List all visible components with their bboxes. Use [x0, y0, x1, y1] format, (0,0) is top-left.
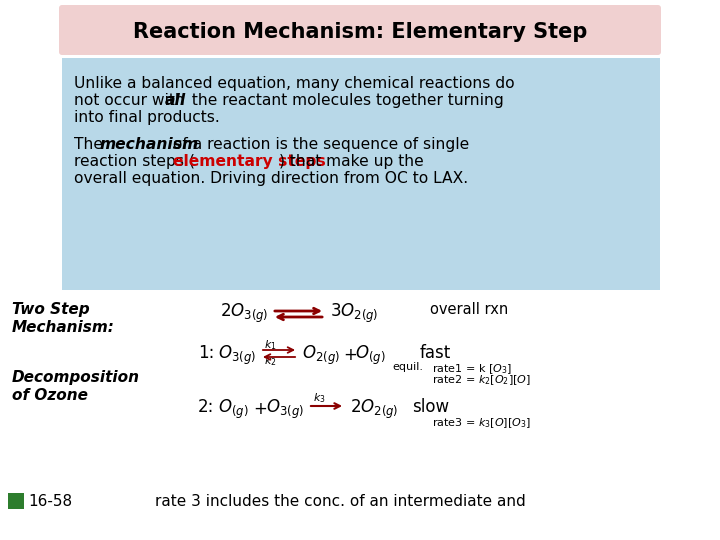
Text: $k_3$: $k_3$ [313, 391, 325, 405]
Text: Reaction Mechanism: Elementary Step: Reaction Mechanism: Elementary Step [132, 22, 588, 42]
Text: 16-58: 16-58 [28, 494, 72, 509]
Text: ) that make up the: ) that make up the [279, 154, 424, 169]
Text: rate2 = $k_2[O_2][O]$: rate2 = $k_2[O_2][O]$ [432, 373, 531, 387]
Text: $2O_{3(g)}$: $2O_{3(g)}$ [220, 302, 269, 325]
Text: $O_{(g)}$: $O_{(g)}$ [218, 398, 248, 421]
Text: equil.: equil. [392, 362, 423, 372]
Text: rate 3 includes the conc. of an intermediate and: rate 3 includes the conc. of an intermed… [155, 494, 526, 509]
Text: not occur with: not occur with [74, 93, 189, 108]
Text: rate3 = $k_3[O][O_3]$: rate3 = $k_3[O][O_3]$ [432, 416, 531, 430]
Text: $O_{2(g)}$: $O_{2(g)}$ [302, 344, 340, 367]
Text: Decomposition: Decomposition [12, 370, 140, 385]
Text: $O_{3(g)}$: $O_{3(g)}$ [218, 344, 256, 367]
Text: 1:: 1: [198, 344, 215, 362]
Text: reaction steps (: reaction steps ( [74, 154, 195, 169]
Text: $O_{3(g)}$: $O_{3(g)}$ [266, 398, 304, 421]
Text: +: + [343, 346, 357, 364]
Text: 2:: 2: [198, 398, 215, 416]
Text: rate1 = k $[O_3]$: rate1 = k $[O_3]$ [432, 362, 512, 376]
Text: into final products.: into final products. [74, 110, 220, 125]
Text: the reactant molecules together turning: the reactant molecules together turning [187, 93, 504, 108]
Bar [62, 58, 660, 290]
FancyBboxPatch shape [59, 5, 661, 55]
Text: fast: fast [420, 344, 451, 362]
Bar [8, 493, 24, 509]
Text: $k_1$: $k_1$ [264, 338, 276, 352]
Text: Unlike a balanced equation, many chemical reactions do: Unlike a balanced equation, many chemica… [74, 76, 515, 91]
Text: +: + [253, 400, 267, 418]
Text: Two Step: Two Step [12, 302, 89, 317]
Text: of Ozone: of Ozone [12, 388, 88, 403]
Text: The: The [74, 137, 108, 152]
Text: $3O_{2(g)}$: $3O_{2(g)}$ [330, 302, 379, 325]
Text: $O_{(g)}$: $O_{(g)}$ [355, 344, 385, 367]
Text: Mechanism:: Mechanism: [12, 320, 115, 335]
Text: of a reaction is the sequence of single: of a reaction is the sequence of single [168, 137, 469, 152]
Text: overall equation. Driving direction from OC to LAX.: overall equation. Driving direction from… [74, 171, 468, 186]
Text: $2O_{2(g)}$: $2O_{2(g)}$ [350, 398, 398, 421]
Text: mechanism: mechanism [100, 137, 199, 152]
Text: elementary steps: elementary steps [173, 154, 325, 169]
Text: all: all [165, 93, 186, 108]
Text: slow: slow [412, 398, 449, 416]
Text: overall rxn: overall rxn [430, 302, 508, 317]
Text: $k_2$: $k_2$ [264, 354, 276, 368]
